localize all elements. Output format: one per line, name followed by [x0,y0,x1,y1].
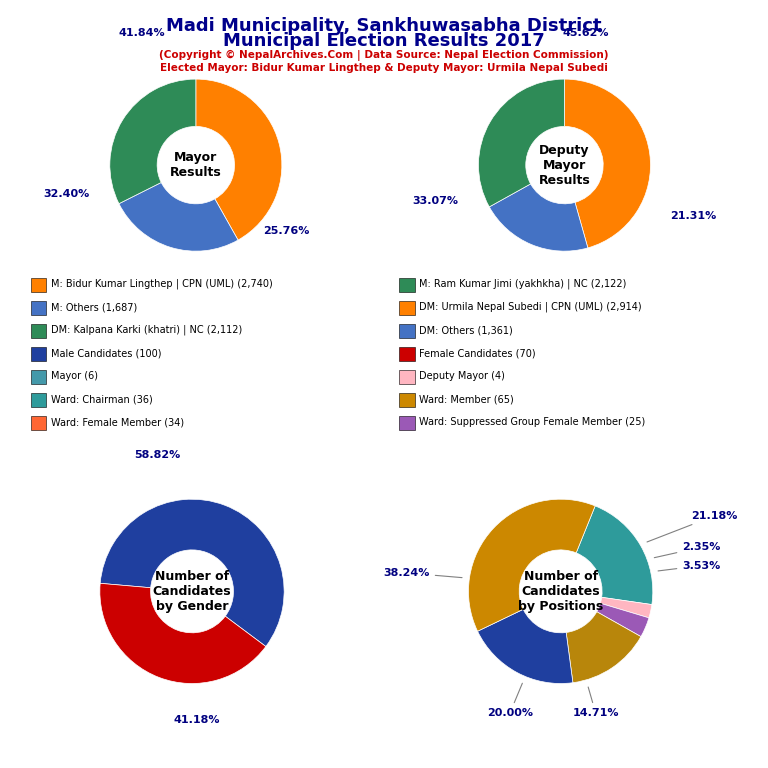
Text: Mayor (6): Mayor (6) [51,371,98,382]
Text: 14.71%: 14.71% [572,687,619,718]
Text: 58.82%: 58.82% [134,450,180,460]
Text: Number of
Candidates
by Gender: Number of Candidates by Gender [153,570,231,613]
Text: Ward: Female Member (34): Ward: Female Member (34) [51,417,184,428]
Wedge shape [119,183,238,251]
Text: 25.76%: 25.76% [263,226,310,236]
Text: 3.53%: 3.53% [658,561,720,571]
Text: Female Candidates (70): Female Candidates (70) [419,348,536,359]
Text: Deputy Mayor (4): Deputy Mayor (4) [419,371,505,382]
Text: Elected Mayor: Bidur Kumar Lingthep & Deputy Mayor: Urmila Nepal Subedi: Elected Mayor: Bidur Kumar Lingthep & De… [160,63,608,73]
Wedge shape [110,79,196,204]
Text: (Copyright © NepalArchives.Com | Data Source: Nepal Election Commission): (Copyright © NepalArchives.Com | Data So… [159,50,609,61]
Wedge shape [597,604,649,637]
Wedge shape [564,79,650,248]
Text: M: Others (1,687): M: Others (1,687) [51,302,137,313]
Wedge shape [100,584,266,684]
Text: Ward: Member (65): Ward: Member (65) [419,394,514,405]
Wedge shape [196,79,282,240]
Text: 41.84%: 41.84% [119,28,165,38]
Wedge shape [468,499,595,631]
Text: 41.18%: 41.18% [174,715,220,725]
Text: Ward: Suppressed Group Female Member (25): Ward: Suppressed Group Female Member (25… [419,417,646,428]
Text: 38.24%: 38.24% [383,568,462,578]
Text: 32.40%: 32.40% [44,190,90,200]
Text: 21.18%: 21.18% [647,511,738,542]
Text: Ward: Chairman (36): Ward: Chairman (36) [51,394,152,405]
Wedge shape [576,506,653,604]
Text: Mayor
Results: Mayor Results [170,151,222,179]
Text: DM: Urmila Nepal Subedi | CPN (UML) (2,914): DM: Urmila Nepal Subedi | CPN (UML) (2,9… [419,302,642,313]
Text: 33.07%: 33.07% [412,196,458,206]
Text: M: Ram Kumar Jimi (yakhkha) | NC (2,122): M: Ram Kumar Jimi (yakhkha) | NC (2,122) [419,279,627,290]
Wedge shape [100,499,284,647]
Text: Municipal Election Results 2017: Municipal Election Results 2017 [223,32,545,50]
Text: DM: Others (1,361): DM: Others (1,361) [419,325,513,336]
Wedge shape [601,598,652,617]
Text: 45.62%: 45.62% [563,28,609,38]
Text: M: Bidur Kumar Lingthep | CPN (UML) (2,740): M: Bidur Kumar Lingthep | CPN (UML) (2,7… [51,279,273,290]
Text: 2.35%: 2.35% [654,542,720,558]
Text: Deputy
Mayor
Results: Deputy Mayor Results [538,144,591,187]
Text: 20.00%: 20.00% [487,684,533,718]
Wedge shape [566,612,641,683]
Text: 21.31%: 21.31% [670,211,717,221]
Wedge shape [478,609,573,684]
Text: Male Candidates (100): Male Candidates (100) [51,348,161,359]
Wedge shape [478,79,564,207]
Text: Madi Municipality, Sankhuwasabha District: Madi Municipality, Sankhuwasabha Distric… [166,17,602,35]
Text: Number of
Candidates
by Positions: Number of Candidates by Positions [518,570,604,613]
Text: DM: Kalpana Karki (khatri) | NC (2,112): DM: Kalpana Karki (khatri) | NC (2,112) [51,325,242,336]
Wedge shape [489,184,588,251]
